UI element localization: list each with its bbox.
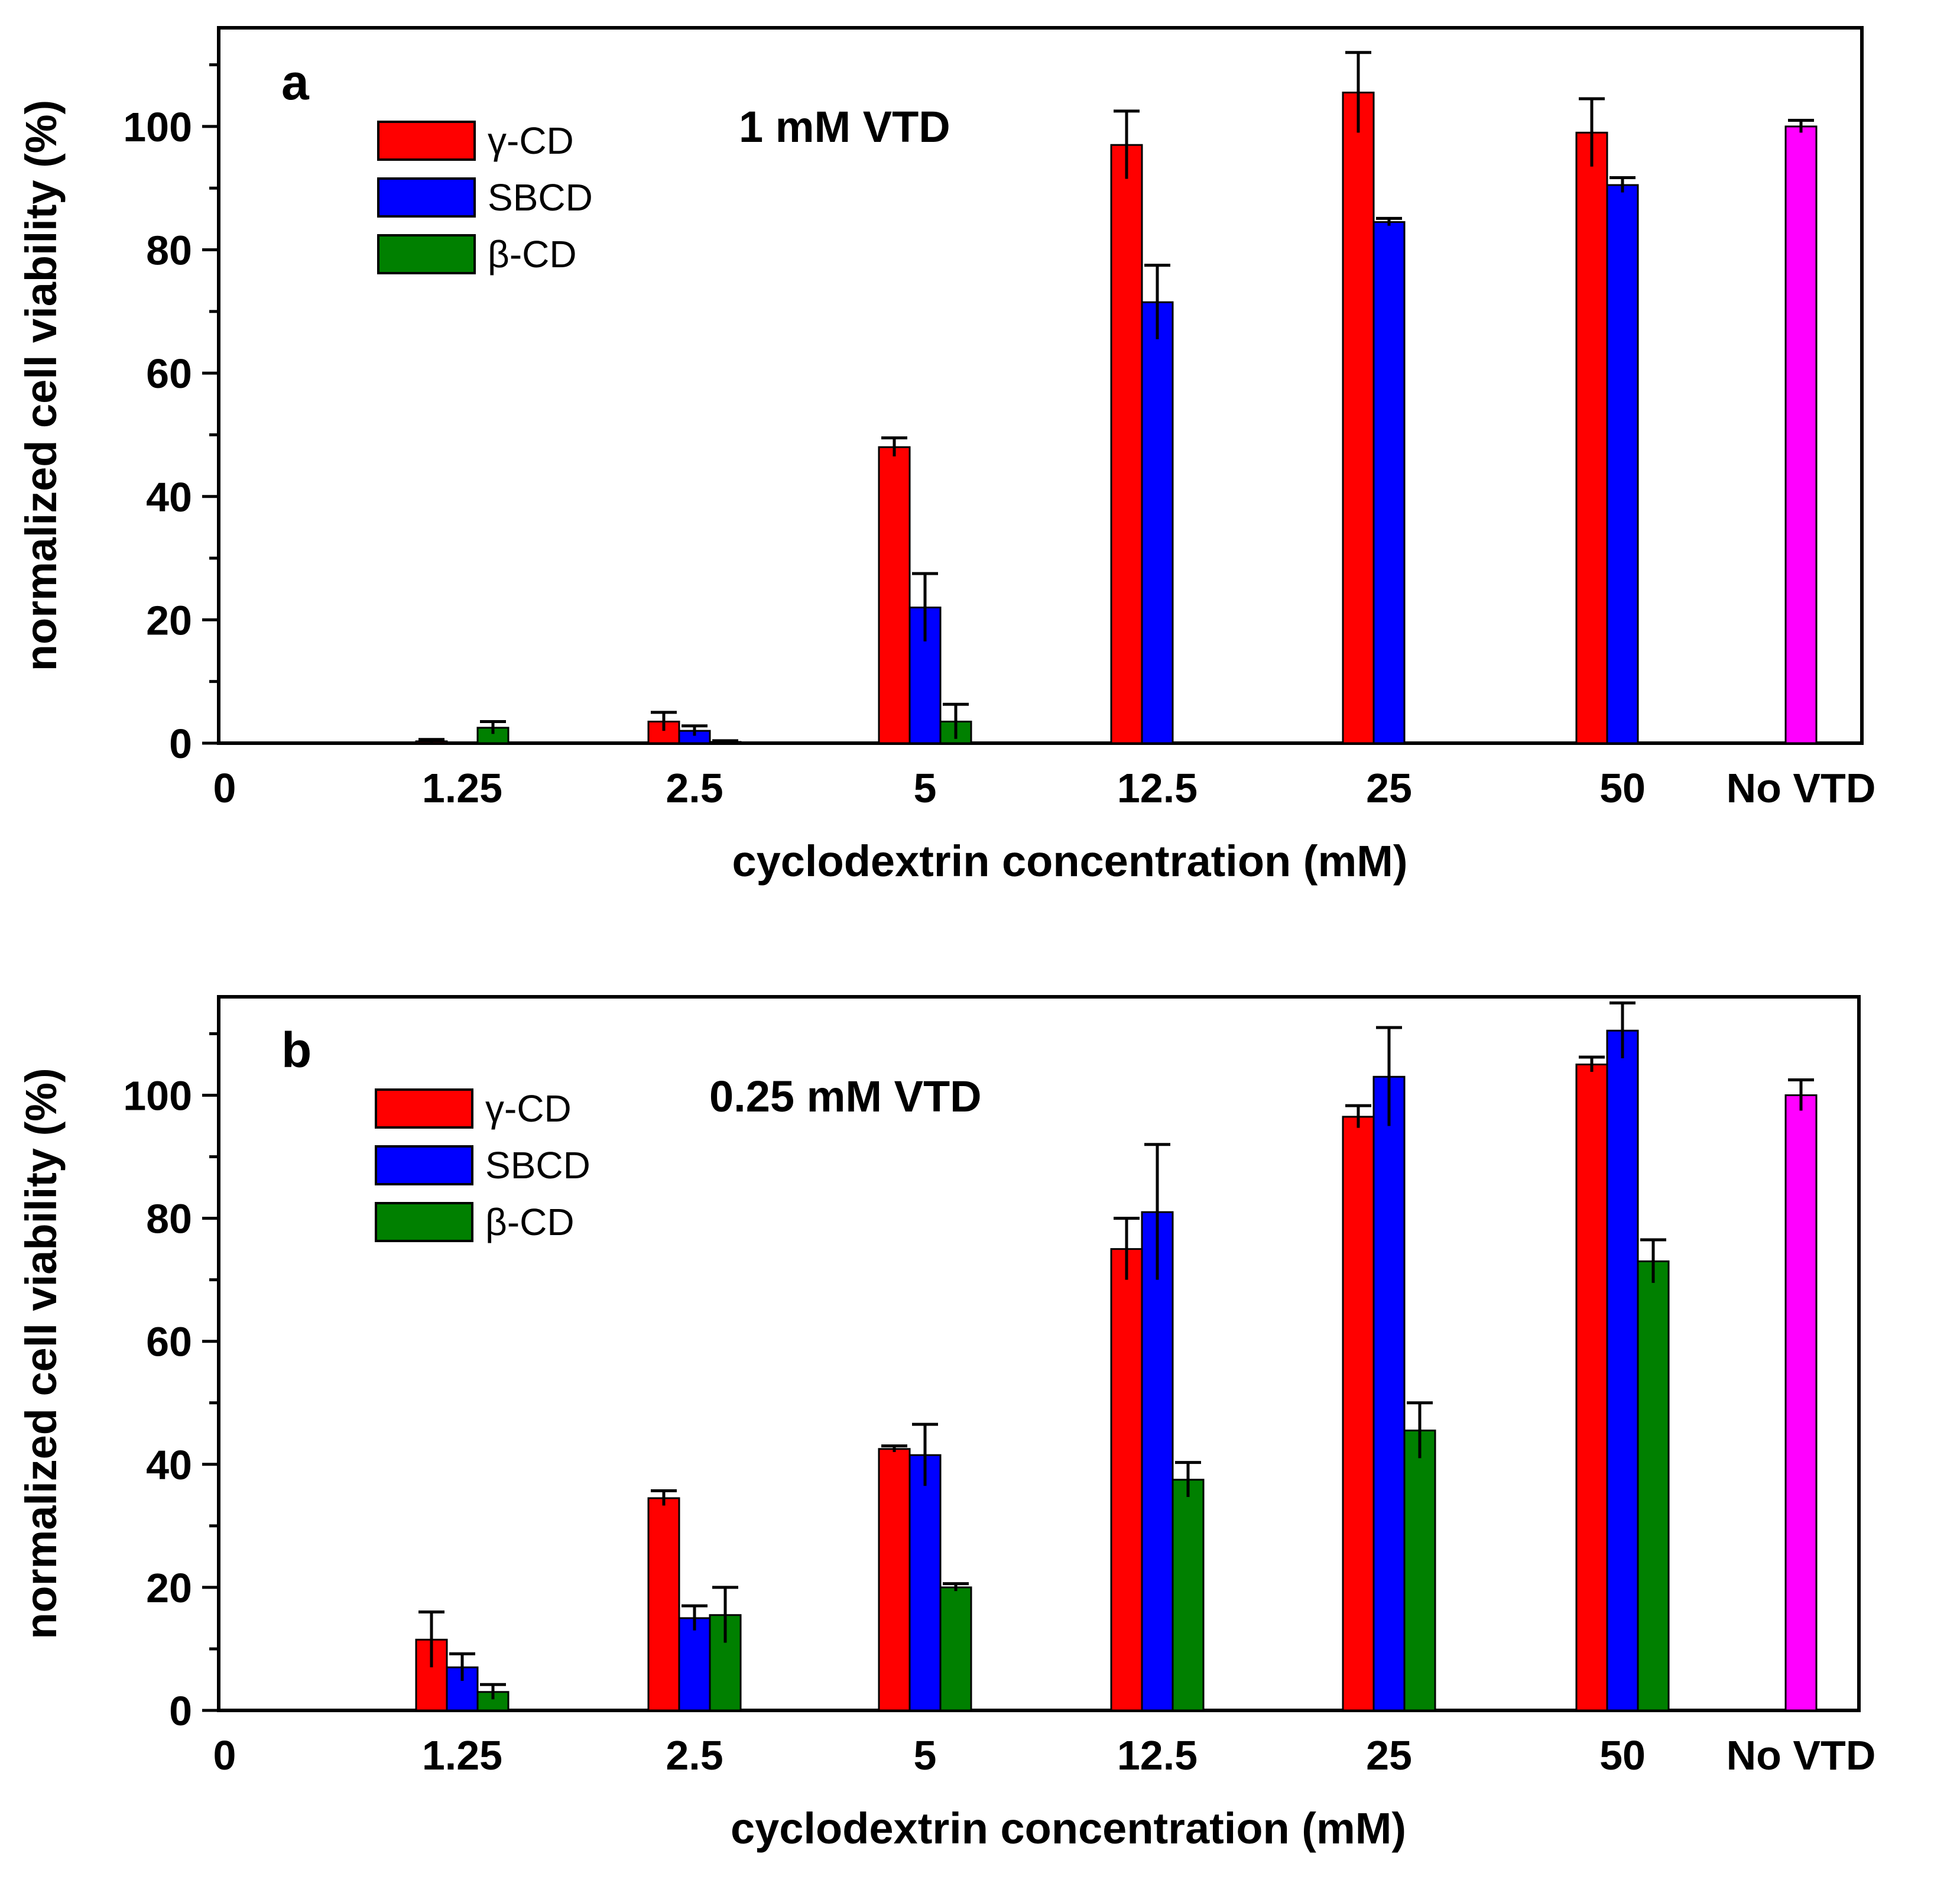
y-tick-label: 80 bbox=[146, 1196, 192, 1242]
y-tick-label: 40 bbox=[146, 474, 192, 520]
x-tick-label: 12.5 bbox=[1117, 765, 1198, 811]
legend-label: SBCD bbox=[485, 1144, 590, 1187]
legend-swatch bbox=[375, 1145, 473, 1185]
legend-swatch bbox=[377, 234, 476, 274]
bar-sbcd bbox=[1141, 301, 1174, 744]
x-axis-title: cyclodextrin concentration (mM) bbox=[731, 1804, 1406, 1853]
y-tick-label: 0 bbox=[169, 721, 192, 767]
bar-sbcd bbox=[1372, 1075, 1406, 1712]
bar-sbcd bbox=[1141, 1211, 1174, 1712]
panel-title: 0.25 mM VTD bbox=[709, 1072, 982, 1121]
panel-letter: b bbox=[281, 1022, 311, 1078]
plot-frame bbox=[217, 26, 1864, 745]
x-tick-label: 50 bbox=[1599, 765, 1646, 811]
bar-cd bbox=[1575, 1063, 1608, 1712]
y-tick-label: 100 bbox=[123, 1072, 192, 1119]
bar-cd bbox=[878, 1448, 911, 1712]
x-tick-label: 1.25 bbox=[422, 1732, 502, 1778]
bar-sbcd bbox=[908, 1454, 942, 1712]
bar-cd bbox=[1342, 1116, 1375, 1712]
y-tick-label: 60 bbox=[146, 1319, 192, 1365]
bar-novtd bbox=[1784, 1094, 1818, 1712]
panel-letter: a bbox=[281, 54, 310, 110]
legend-label: β-CD bbox=[488, 233, 577, 276]
bar-cd bbox=[939, 1586, 972, 1712]
plot-frame bbox=[217, 995, 1861, 1712]
legend-label: γ-CD bbox=[485, 1087, 572, 1130]
legend-swatch bbox=[375, 1202, 473, 1242]
x-tick-label: 1.25 bbox=[422, 765, 502, 811]
legend-swatch bbox=[377, 177, 476, 218]
legend-label: SBCD bbox=[488, 176, 593, 219]
x-tick-label: 25 bbox=[1366, 765, 1412, 811]
y-tick-label: 80 bbox=[146, 228, 192, 274]
bar-sbcd bbox=[1372, 221, 1406, 744]
bar-sbcd bbox=[1606, 1029, 1639, 1712]
bar-cd bbox=[1110, 144, 1143, 744]
y-tick-label: 100 bbox=[123, 104, 192, 150]
x-tick-label-zero: 0 bbox=[213, 765, 236, 811]
y-tick-label: 60 bbox=[146, 351, 192, 397]
bar-novtd bbox=[1784, 125, 1818, 744]
bar-cd bbox=[1342, 92, 1375, 744]
y-tick-label: 0 bbox=[169, 1688, 192, 1734]
legend-swatch bbox=[377, 121, 476, 161]
bar-cd bbox=[1172, 1479, 1205, 1712]
bar-cd bbox=[1637, 1260, 1670, 1712]
y-axis-title: normalized cell viability (%) bbox=[17, 1068, 66, 1639]
bar-cd bbox=[1403, 1430, 1436, 1712]
bar-cd bbox=[1110, 1248, 1143, 1712]
x-tick-label: 12.5 bbox=[1117, 1732, 1198, 1778]
legend-swatch bbox=[375, 1088, 473, 1129]
x-tick-label: 2.5 bbox=[666, 1732, 723, 1778]
legend-label: β-CD bbox=[485, 1201, 575, 1243]
panel-title: 1 mM VTD bbox=[739, 102, 950, 151]
y-tick-label: 20 bbox=[146, 1565, 192, 1611]
bar-sbcd bbox=[678, 1617, 711, 1712]
x-tick-label: No VTD bbox=[1727, 1732, 1876, 1778]
panel-b: 0 20 40 60 80 100 0 1.25 2.5 5 12.5 25 50 No VTD cyclo… bbox=[17, 995, 1876, 1853]
x-axis-title: cyclodextrin concentration (mM) bbox=[732, 837, 1407, 886]
x-tick-label: 25 bbox=[1366, 1732, 1412, 1778]
bar-cd bbox=[647, 1497, 680, 1712]
bar-sbcd bbox=[1606, 184, 1639, 744]
x-tick-label: No VTD bbox=[1727, 765, 1876, 811]
x-tick-label: 5 bbox=[914, 765, 937, 811]
x-tick-label-zero: 0 bbox=[213, 1732, 236, 1778]
y-tick-label: 40 bbox=[146, 1442, 192, 1488]
bar-cd bbox=[878, 446, 911, 744]
y-axis-title: normalized cell viability (%) bbox=[17, 100, 66, 671]
legend-label: γ-CD bbox=[488, 119, 574, 162]
panel-a: 0 20 40 60 80 100 0 1.25 2.5 5 12.5 25 50 No VTD cyclo… bbox=[17, 26, 1876, 886]
x-tick-label: 2.5 bbox=[666, 765, 723, 811]
y-tick-label: 20 bbox=[146, 597, 192, 643]
x-tick-label: 5 bbox=[914, 1732, 937, 1778]
bar-cd bbox=[1575, 131, 1608, 744]
x-tick-label: 50 bbox=[1599, 1732, 1646, 1778]
